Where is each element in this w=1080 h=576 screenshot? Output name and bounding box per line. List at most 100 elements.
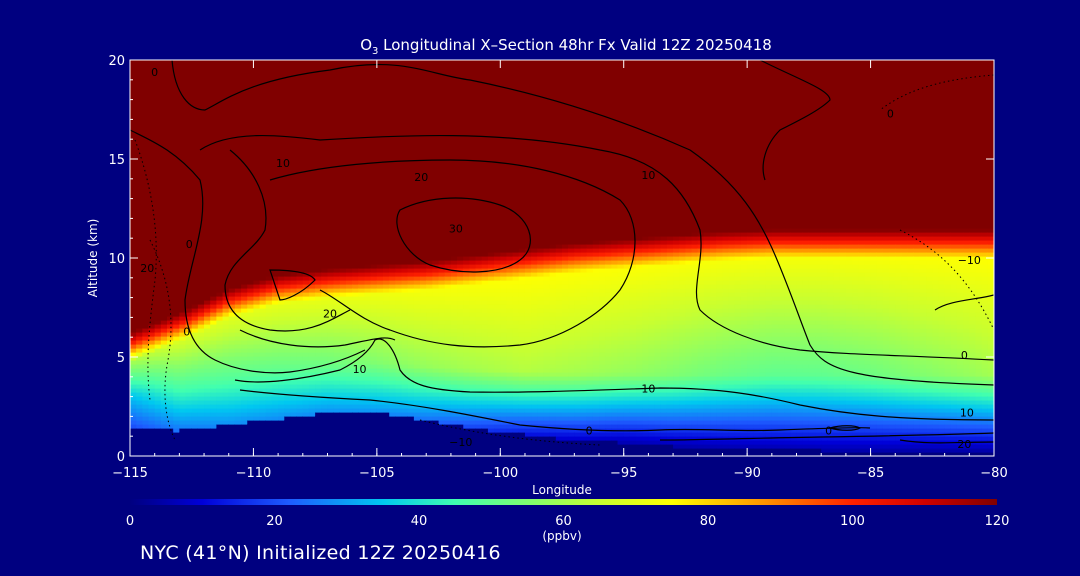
- ozone-field-cell: [234, 220, 242, 225]
- ozone-field-cell: [191, 224, 199, 229]
- ozone-field-cell: [210, 104, 217, 109]
- ozone-field-cell: [228, 156, 236, 161]
- ozone-field-cell: [253, 232, 261, 237]
- ozone-field-cell: [376, 304, 384, 309]
- ozone-field-cell: [395, 336, 403, 341]
- ozone-field-cell: [222, 380, 230, 385]
- ozone-field-cell: [247, 348, 255, 353]
- ozone-field-cell: [413, 440, 421, 445]
- ozone-field-cell: [234, 160, 242, 165]
- ozone-field-cell: [265, 428, 273, 433]
- ozone-field-cell: [407, 360, 415, 365]
- ozone-field-cell: [204, 356, 211, 361]
- ozone-field-cell: [253, 360, 261, 365]
- ozone-field-cell: [210, 304, 217, 309]
- ozone-field-cell: [426, 304, 433, 309]
- ozone-field-cell: [308, 236, 316, 241]
- ozone-field-cell: [346, 160, 353, 165]
- ozone-field-cell: [321, 224, 329, 229]
- ozone-field-cell: [426, 108, 433, 113]
- ozone-field-cell: [179, 372, 187, 377]
- ozone-field-cell: [339, 116, 347, 121]
- ozone-field-cell: [185, 148, 193, 153]
- ozone-field-cell: [154, 72, 162, 77]
- ozone-field-cell: [302, 264, 310, 269]
- ozone-field-cell: [253, 280, 261, 285]
- ozone-field-cell: [346, 208, 353, 213]
- ozone-field-cell: [401, 260, 409, 265]
- ozone-field-cell: [315, 96, 322, 101]
- ozone-field-cell: [278, 412, 285, 417]
- ozone-field-cell: [321, 232, 329, 237]
- ozone-field-cell: [222, 92, 230, 97]
- ozone-field-cell: [395, 136, 403, 141]
- ozone-field-cell: [253, 132, 261, 137]
- ozone-field-cell: [130, 396, 137, 401]
- ozone-field-cell: [234, 80, 242, 85]
- ozone-field-cell: [265, 424, 273, 429]
- ozone-field-cell: [271, 296, 279, 301]
- ozone-field-cell: [210, 164, 217, 169]
- ozone-field-cell: [197, 200, 205, 205]
- ozone-field-cell: [265, 344, 273, 349]
- ozone-field-cell: [383, 200, 390, 205]
- ozone-field-cell: [401, 308, 409, 313]
- ozone-field-cell: [346, 220, 353, 225]
- ozone-field-cell: [148, 152, 156, 157]
- ozone-field-cell: [136, 60, 143, 65]
- ozone-field-cell: [296, 140, 304, 145]
- ozone-field-cell: [321, 148, 329, 153]
- ozone-field-cell: [395, 256, 403, 261]
- ozone-field-cell: [271, 164, 279, 169]
- ozone-field-cell: [216, 240, 224, 245]
- ozone-field-cell: [364, 132, 372, 137]
- ozone-field-cell: [389, 296, 396, 301]
- ozone-field-cell: [259, 156, 267, 161]
- ozone-field-cell: [210, 452, 217, 456]
- ozone-field-cell: [204, 372, 211, 377]
- ozone-field-cell: [210, 416, 217, 421]
- ozone-field-cell: [401, 304, 409, 309]
- ozone-field-cell: [265, 176, 273, 181]
- ozone-field-cell: [148, 172, 156, 177]
- ozone-field-cell: [197, 128, 205, 133]
- ozone-field-cell: [241, 168, 248, 173]
- ozone-field-cell: [389, 176, 396, 181]
- ozone-field-cell: [167, 444, 174, 449]
- ozone-field-cell: [432, 376, 440, 381]
- ozone-field-cell: [259, 328, 267, 333]
- ozone-field-cell: [185, 220, 193, 225]
- ozone-field-cell: [210, 180, 217, 185]
- ozone-field-cell: [352, 204, 359, 209]
- ozone-field-cell: [420, 308, 427, 313]
- ozone-field-cell: [376, 212, 384, 217]
- ozone-field-cell: [185, 160, 193, 165]
- ozone-field-cell: [302, 120, 310, 125]
- ozone-field-cell: [321, 204, 329, 209]
- ozone-field-cell: [142, 260, 150, 265]
- ozone-field-cell: [142, 396, 150, 401]
- ozone-field-cell: [290, 240, 298, 245]
- ozone-field-cell: [395, 268, 403, 273]
- ozone-field-cell: [339, 192, 347, 197]
- ozone-field-cell: [253, 264, 261, 269]
- ozone-field-cell: [327, 348, 335, 353]
- ozone-field-cell: [191, 392, 199, 397]
- ozone-field-cell: [278, 416, 285, 421]
- ozone-field-cell: [296, 244, 304, 249]
- ozone-field-cell: [173, 404, 180, 409]
- ozone-field-cell: [210, 240, 217, 245]
- ozone-field-cell: [302, 320, 310, 325]
- ozone-field-cell: [136, 428, 143, 433]
- ozone-field-cell: [364, 364, 372, 369]
- title-species-subscript: 3: [372, 46, 378, 57]
- ozone-field-cell: [432, 320, 440, 325]
- ozone-field-cell: [321, 80, 329, 85]
- ozone-field-cell: [271, 92, 279, 97]
- ozone-field-cell: [142, 208, 150, 213]
- ozone-field-cell: [383, 392, 390, 397]
- ozone-field-cell: [346, 376, 353, 381]
- ozone-field-cell: [395, 248, 403, 253]
- ozone-field-cell: [364, 420, 372, 425]
- ozone-field-cell: [358, 104, 366, 109]
